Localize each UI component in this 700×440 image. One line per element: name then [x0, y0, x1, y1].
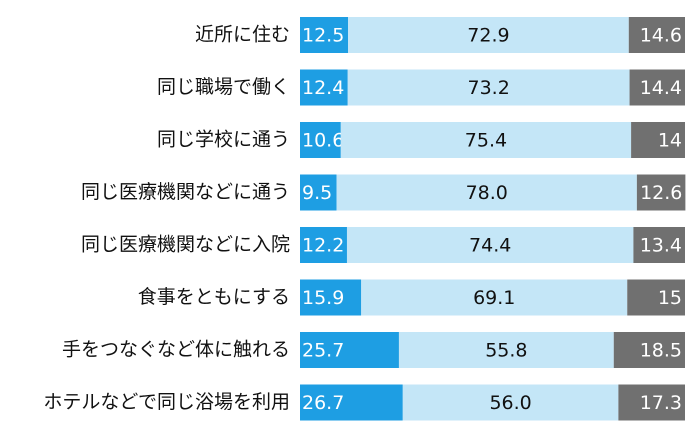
bar-segment: [300, 17, 349, 53]
bar-segment: [636, 174, 686, 211]
value-label: 13.4: [640, 235, 682, 257]
bar-segment: [300, 332, 399, 368]
value-label: 14.4: [640, 77, 682, 99]
category-label: 食事をともにする: [138, 286, 290, 308]
bar-segment: [347, 69, 630, 106]
value-label: 10.6: [302, 130, 344, 152]
value-label: 12.2: [302, 235, 344, 257]
value-label: 56.0: [489, 392, 531, 414]
bar-segment: [300, 174, 337, 211]
value-label: 18.5: [640, 340, 682, 362]
value-label: 72.9: [467, 25, 509, 47]
value-label: 15.9: [302, 287, 344, 309]
bar-segment: [300, 384, 403, 421]
category-label: 同じ職場で働く: [157, 76, 290, 98]
category-label: ホテルなどで同じ浴場を利用: [43, 391, 290, 413]
bar-segment: [633, 227, 685, 263]
value-label: 55.8: [485, 340, 527, 362]
bar-segment: [402, 384, 619, 421]
bar-segment: [631, 122, 685, 158]
bar-segment: [300, 227, 347, 263]
value-label: 17.3: [640, 392, 682, 414]
value-label: 15: [658, 287, 682, 309]
value-label: 14.6: [640, 25, 682, 47]
value-label: 12.6: [640, 182, 682, 204]
bar-segment: [629, 69, 685, 106]
category-label: 近所に住む: [195, 24, 290, 46]
value-label: 69.1: [473, 287, 515, 309]
value-label: 12.4: [302, 77, 344, 99]
value-label: 9.5: [302, 182, 332, 204]
bar-segment: [346, 227, 634, 263]
value-label: 78.0: [466, 182, 508, 204]
value-label: 74.4: [469, 235, 511, 257]
value-label: 25.7: [302, 340, 344, 362]
bar-segment: [618, 384, 685, 421]
category-label: 同じ医療機関などに入院: [81, 234, 290, 256]
category-label: 同じ医療機関などに通う: [81, 181, 290, 203]
value-label: 12.5: [302, 25, 344, 47]
bar-segment: [398, 332, 614, 368]
category-label: 手をつなぐなど体に触れる: [62, 339, 290, 361]
bar-segment: [336, 174, 637, 211]
bar-segment: [628, 17, 685, 53]
category-label: 同じ学校に通う: [157, 129, 290, 151]
value-label: 14: [658, 130, 682, 152]
value-label: 26.7: [302, 392, 344, 414]
value-label: 73.2: [467, 77, 509, 99]
bar-segment: [348, 17, 629, 53]
value-label: 75.4: [465, 130, 507, 152]
bar-segment: [300, 279, 362, 316]
bar-segment: [300, 69, 348, 106]
bar-segment: [627, 279, 685, 316]
bar-segment: [613, 332, 685, 368]
bar-segment: [361, 279, 628, 316]
bar-segment: [300, 122, 341, 158]
bar-segment: [340, 122, 632, 158]
